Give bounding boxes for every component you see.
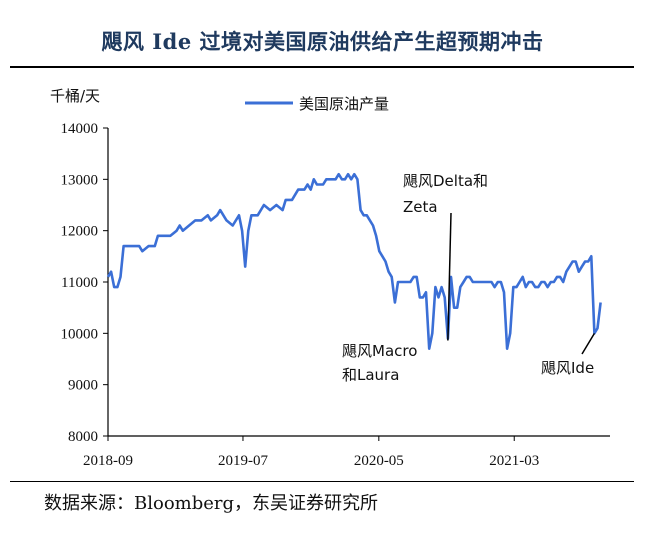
annotation-macro-laura-line1: 飓风Macro bbox=[342, 342, 417, 360]
y-tick-label: 8000 bbox=[68, 429, 98, 445]
x-tick-label: 2020-05 bbox=[354, 453, 404, 469]
annotation-delta-zeta: 飓风Delta和 Zeta bbox=[403, 172, 493, 216]
annotation-delta-zeta-line2: Zeta bbox=[403, 198, 438, 216]
annotation-leader-ide bbox=[581, 332, 596, 355]
annotation-macro-laura: 飓风Macro 和Laura bbox=[342, 342, 422, 384]
title-rule bbox=[10, 66, 634, 68]
annotation-leader-delta-zeta bbox=[447, 212, 452, 341]
y-tick-label: 14000 bbox=[61, 121, 99, 137]
y-tick-label: 10000 bbox=[61, 326, 99, 342]
y-tick-label: 9000 bbox=[68, 378, 98, 394]
y-tick-label: 12000 bbox=[61, 224, 99, 240]
source-rule bbox=[10, 481, 634, 482]
x-tick-label: 2019-07 bbox=[218, 453, 268, 469]
y-unit-label: 千桶/天 bbox=[50, 87, 100, 105]
series-line bbox=[106, 172, 602, 350]
axes: 8000 9000 10000 11000 12000 13000 14000 2018-09… bbox=[61, 121, 610, 469]
annotation-ide-line1: 飓风Ide bbox=[541, 359, 594, 377]
annotation-ide: 飓风Ide bbox=[541, 359, 594, 377]
y-tick-label: 11000 bbox=[61, 275, 98, 291]
source-note: 数据来源：Bloomberg，东吴证券研究所 bbox=[44, 493, 379, 514]
annotations: 飓风Delta和 Zeta 飓风Macro 和Laura 飓风Ide bbox=[342, 172, 596, 384]
line-chart: 千桶/天 美国原油产量 8000 9000 10000 11000 12000 13000… bbox=[50, 87, 610, 469]
legend-label: 美国原油产量 bbox=[299, 95, 389, 113]
series bbox=[106, 172, 602, 350]
annotation-delta-zeta-line1: 飓风Delta和 bbox=[403, 172, 488, 190]
legend: 美国原油产量 bbox=[245, 95, 389, 113]
chart-title: 飓风 Ide 过境对美国原油供给产生超预期冲击 bbox=[101, 29, 544, 54]
x-tick-label: 2021-03 bbox=[489, 453, 539, 469]
y-tick-label: 13000 bbox=[61, 172, 99, 188]
x-tick-label: 2018-09 bbox=[83, 453, 133, 469]
annotation-macro-laura-line2: 和Laura bbox=[342, 366, 399, 384]
